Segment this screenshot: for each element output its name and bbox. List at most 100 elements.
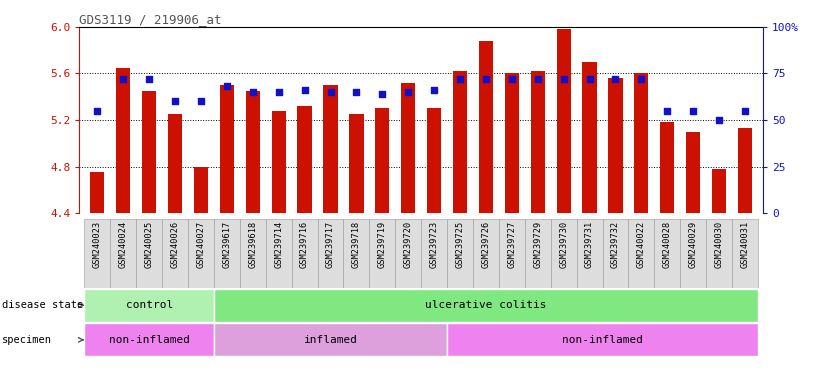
Point [298, 87, 311, 93]
Point [661, 108, 674, 114]
Bar [421, 219, 447, 288]
Text: GSM240024: GSM240024 [118, 220, 128, 268]
Text: GSM239714: GSM239714 [274, 220, 284, 268]
Point [117, 76, 130, 82]
Bar [395, 219, 421, 288]
Point [454, 76, 467, 82]
Text: GSM239723: GSM239723 [430, 220, 439, 268]
Bar [272, 111, 286, 213]
Point [609, 76, 622, 82]
Bar [369, 219, 395, 288]
Bar [499, 219, 525, 288]
Point [686, 108, 700, 114]
Text: GSM239727: GSM239727 [507, 220, 516, 268]
Text: specimen: specimen [2, 335, 52, 345]
Bar [479, 41, 493, 213]
Bar [110, 219, 136, 288]
Bar [550, 219, 576, 288]
Text: GSM239725: GSM239725 [455, 220, 465, 268]
Point [738, 108, 751, 114]
Bar [84, 219, 110, 288]
Bar [344, 219, 369, 288]
Point [324, 89, 337, 95]
Bar [608, 78, 622, 213]
Text: GSM239717: GSM239717 [326, 220, 335, 268]
Text: GSM239726: GSM239726 [481, 220, 490, 268]
Bar [246, 91, 260, 213]
Bar [628, 219, 655, 288]
Bar [401, 83, 415, 213]
Bar [453, 71, 467, 213]
Bar [266, 219, 292, 288]
Bar [90, 172, 104, 213]
Bar [447, 219, 473, 288]
Bar [655, 219, 681, 288]
Point [375, 91, 389, 97]
Bar [193, 167, 208, 213]
Bar [473, 219, 499, 288]
Point [531, 76, 545, 82]
Bar [582, 62, 596, 213]
Bar [168, 114, 182, 213]
Bar [84, 323, 214, 356]
Bar [162, 219, 188, 288]
Point [349, 89, 363, 95]
Bar [576, 219, 602, 288]
Point [583, 76, 596, 82]
Point [220, 83, 234, 89]
Bar [292, 219, 318, 288]
Text: disease state: disease state [2, 300, 83, 310]
Point [91, 108, 104, 114]
Bar [556, 29, 570, 213]
Text: GDS3119 / 219906_at: GDS3119 / 219906_at [79, 13, 222, 26]
Bar [136, 219, 162, 288]
Text: GSM239729: GSM239729 [533, 220, 542, 268]
Text: GSM240027: GSM240027 [197, 220, 205, 268]
Text: non-inflamed: non-inflamed [108, 335, 189, 345]
Text: GSM240028: GSM240028 [663, 220, 671, 268]
Bar [188, 219, 214, 288]
Text: GSM239730: GSM239730 [559, 220, 568, 268]
Text: GSM240022: GSM240022 [637, 220, 646, 268]
Text: GSM240025: GSM240025 [144, 220, 153, 268]
Bar [214, 289, 758, 322]
Point [428, 87, 441, 93]
Text: GSM239720: GSM239720 [404, 220, 413, 268]
Bar [298, 106, 312, 213]
Text: ulcerative colitis: ulcerative colitis [425, 300, 546, 310]
Bar [220, 85, 234, 213]
Point [143, 76, 156, 82]
Point [401, 89, 414, 95]
Bar [686, 132, 701, 213]
Bar [447, 323, 758, 356]
Bar [214, 219, 240, 288]
Point [480, 76, 493, 82]
Bar [505, 73, 519, 213]
Bar [375, 108, 389, 213]
Point [194, 98, 208, 104]
Text: control: control [126, 300, 173, 310]
Text: inflamed: inflamed [304, 335, 358, 345]
Point [635, 76, 648, 82]
Bar [706, 219, 732, 288]
Text: non-inflamed: non-inflamed [562, 335, 643, 345]
Text: GSM240031: GSM240031 [741, 220, 750, 268]
Bar [116, 68, 130, 213]
Bar [661, 122, 675, 213]
Bar [214, 323, 447, 356]
Bar [142, 91, 156, 213]
Bar [634, 73, 649, 213]
Bar [427, 108, 441, 213]
Text: GSM240023: GSM240023 [93, 220, 102, 268]
Bar [324, 85, 338, 213]
Point [246, 89, 259, 95]
Text: GSM239618: GSM239618 [249, 220, 258, 268]
Bar [602, 219, 628, 288]
Text: GSM239617: GSM239617 [223, 220, 231, 268]
Text: GSM240026: GSM240026 [171, 220, 179, 268]
Point [505, 76, 519, 82]
Text: GSM239718: GSM239718 [352, 220, 361, 268]
Bar [525, 219, 550, 288]
Point [168, 98, 182, 104]
Text: GSM239719: GSM239719 [378, 220, 387, 268]
